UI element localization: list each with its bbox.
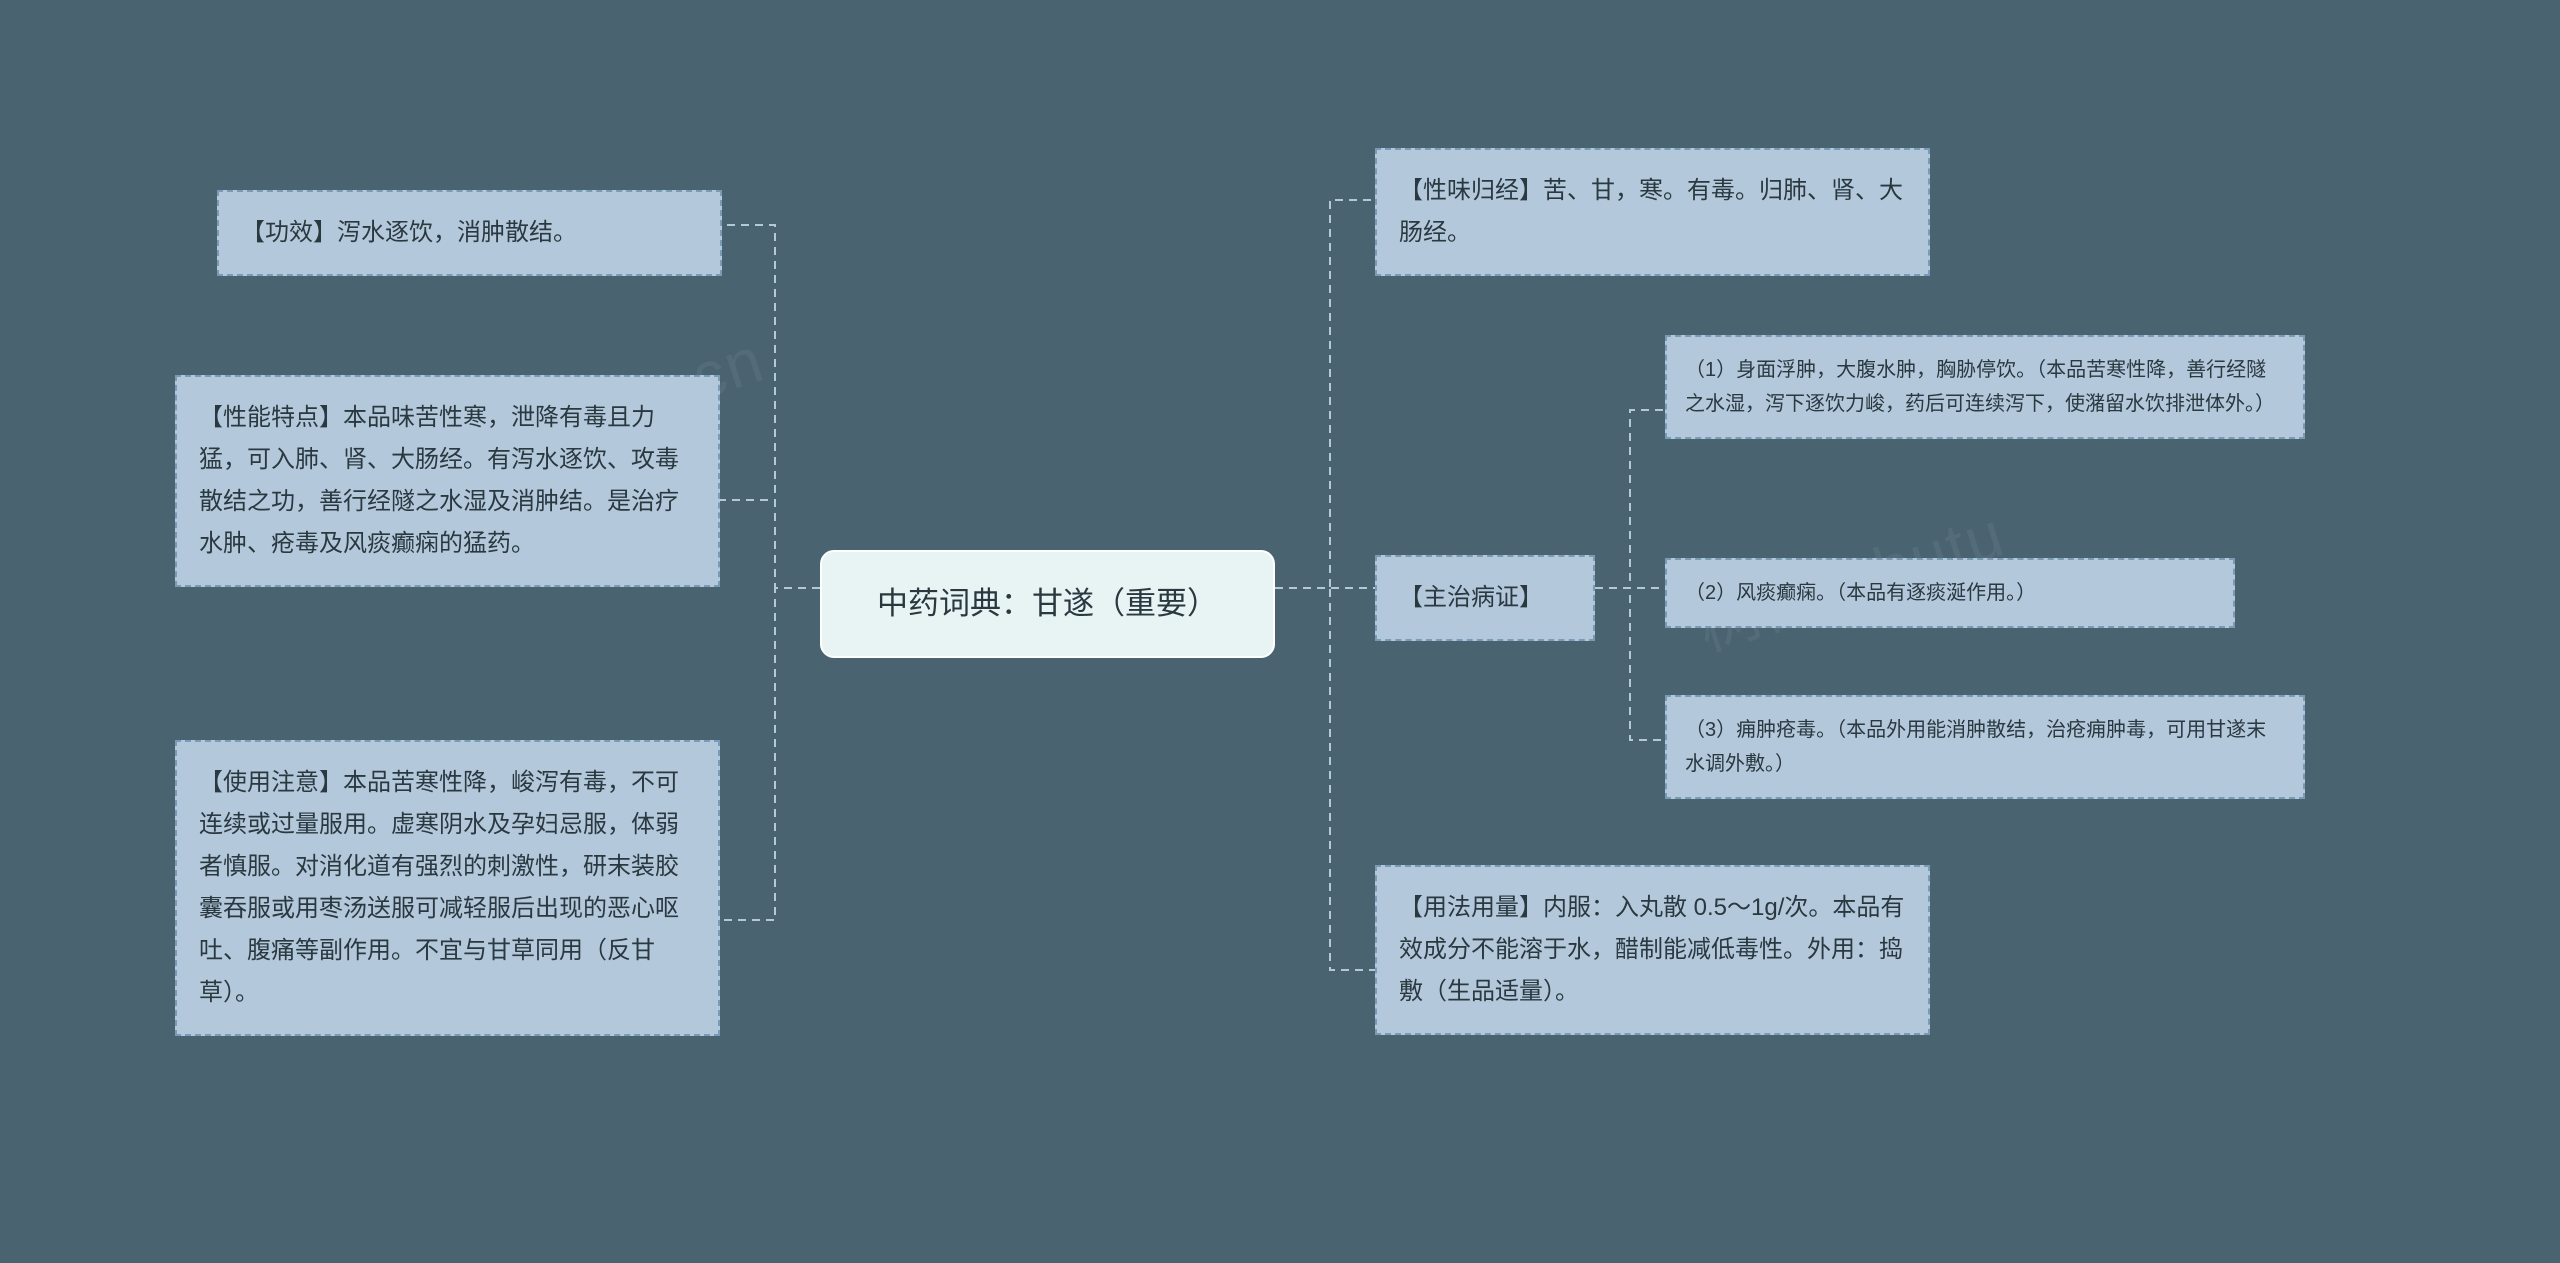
- node-indications-text: 【主治病证】: [1399, 584, 1543, 611]
- center-text: 中药词典：甘遂（重要）: [877, 586, 1218, 621]
- node-cautions-text: 【使用注意】本品苦寒性降，峻泻有毒，不可连续或过量服用。虚寒阴水及孕妇忌服，体弱…: [199, 769, 679, 1006]
- node-ind1-text: （1）身面浮肿，大腹水肿，胸胁停饮。（本品苦寒性降，善行经隧之水湿，泻下逐饮力峻…: [1685, 359, 2275, 415]
- node-ind2: （2）风痰癫痫。（本品有逐痰涎作用。）: [1665, 558, 2235, 628]
- node-ind2-text: （2）风痰癫痫。（本品有逐痰涎作用。）: [1685, 582, 2036, 604]
- node-nature-text: 【性味归经】苦、甘，寒。有毒。归肺、肾、大肠经。: [1399, 177, 1903, 246]
- node-efficacy: 【功效】泻水逐饮，消肿散结。: [217, 190, 722, 276]
- node-characteristics: 【性能特点】本品味苦性寒，泄降有毒且力猛，可入肺、肾、大肠经。有泻水逐饮、攻毒散…: [175, 375, 720, 587]
- node-ind1: （1）身面浮肿，大腹水肿，胸胁停饮。（本品苦寒性降，善行经隧之水湿，泻下逐饮力峻…: [1665, 335, 2305, 439]
- node-dosage-text: 【用法用量】内服：入丸散 0.5～1g/次。本品有效成分不能溶于水，醋制能减低毒…: [1399, 894, 1904, 1005]
- node-nature: 【性味归经】苦、甘，寒。有毒。归肺、肾、大肠经。: [1375, 148, 1930, 276]
- node-ind3-text: （3）痈肿疮毒。（本品外用能消肿散结，治疮痈肿毒，可用甘遂末水调外敷。）: [1685, 719, 2266, 775]
- node-dosage: 【用法用量】内服：入丸散 0.5～1g/次。本品有效成分不能溶于水，醋制能减低毒…: [1375, 865, 1930, 1035]
- center-node: 中药词典：甘遂（重要）: [820, 550, 1275, 658]
- mindmap-canvas: shutu.cn 树图 shutu 中药词典：甘遂（重要） 【功效】泻水逐饮，消…: [0, 0, 2560, 1263]
- node-indications: 【主治病证】: [1375, 555, 1595, 641]
- node-cautions: 【使用注意】本品苦寒性降，峻泻有毒，不可连续或过量服用。虚寒阴水及孕妇忌服，体弱…: [175, 740, 720, 1036]
- node-efficacy-text: 【功效】泻水逐饮，消肿散结。: [241, 219, 577, 246]
- node-ind3: （3）痈肿疮毒。（本品外用能消肿散结，治疮痈肿毒，可用甘遂末水调外敷。）: [1665, 695, 2305, 799]
- node-characteristics-text: 【性能特点】本品味苦性寒，泄降有毒且力猛，可入肺、肾、大肠经。有泻水逐饮、攻毒散…: [199, 404, 679, 557]
